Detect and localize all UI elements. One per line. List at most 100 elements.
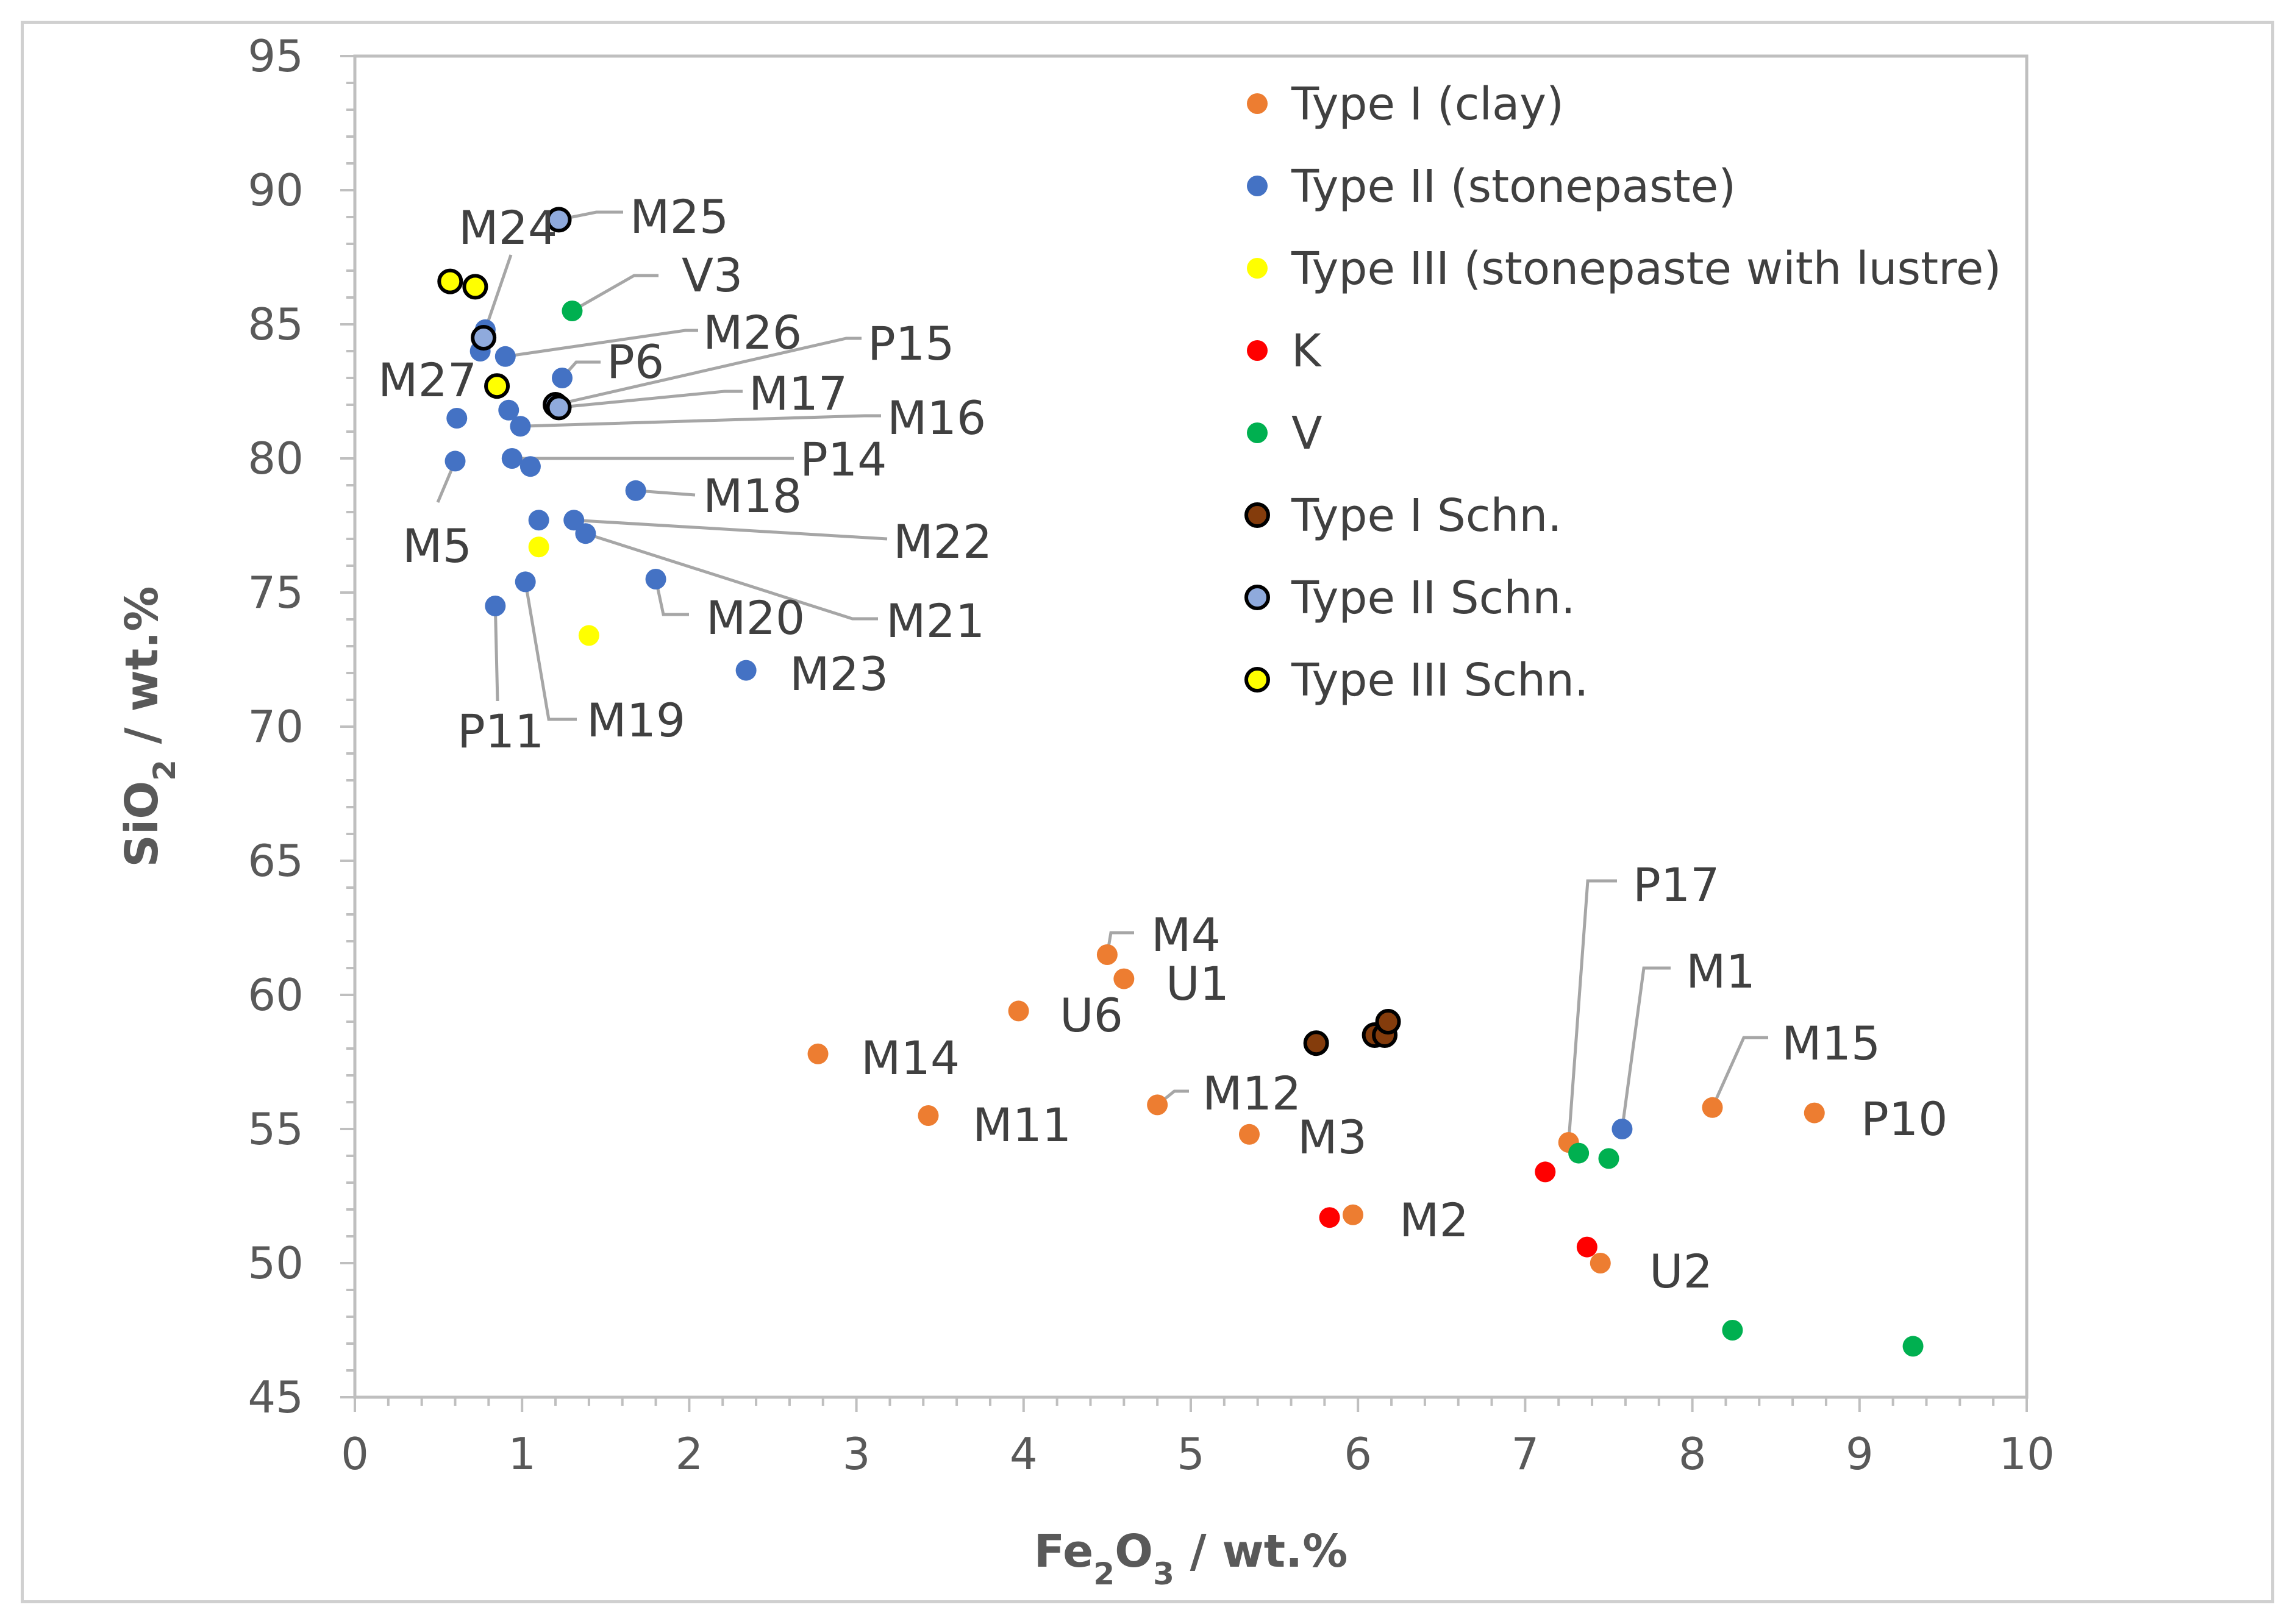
data-point bbox=[1722, 1320, 1743, 1341]
point-label: P15 bbox=[868, 316, 955, 371]
point-label: M4 bbox=[1151, 908, 1221, 962]
legend-marker bbox=[1244, 585, 1270, 610]
legend-entry: Type II (stonepaste) bbox=[1291, 160, 1736, 213]
point-label: P11 bbox=[457, 704, 544, 758]
data-point bbox=[1902, 1336, 1924, 1357]
data-point bbox=[562, 301, 583, 321]
point-label: M24 bbox=[459, 201, 557, 255]
x-tick-label: 7 bbox=[1511, 1428, 1539, 1480]
data-point bbox=[546, 207, 572, 233]
point-label: M23 bbox=[790, 647, 888, 701]
leader-line bbox=[520, 414, 881, 428]
y-tick-label: 50 bbox=[248, 1238, 304, 1289]
data-point bbox=[484, 373, 510, 399]
legend-entry: Type I Schn. bbox=[1291, 490, 1562, 542]
point-label: V3 bbox=[682, 248, 743, 302]
leader-line bbox=[555, 337, 862, 407]
x-tick-label: 4 bbox=[1010, 1428, 1038, 1480]
x-tick-label: 2 bbox=[675, 1428, 703, 1480]
series-4 bbox=[562, 301, 1924, 1357]
data-point bbox=[501, 448, 523, 469]
legend-entry: K bbox=[1291, 325, 1322, 377]
data-point bbox=[494, 346, 516, 367]
series-2 bbox=[528, 536, 599, 646]
legend-entry: V bbox=[1291, 407, 1322, 460]
y-axis-title: SiO2 / wt.% bbox=[116, 586, 182, 867]
point-label: P10 bbox=[1861, 1092, 1948, 1146]
data-point bbox=[563, 510, 585, 531]
data-point bbox=[1590, 1253, 1611, 1273]
data-point bbox=[1598, 1148, 1619, 1169]
x-tick-label: 6 bbox=[1344, 1428, 1372, 1480]
y-tick-label: 70 bbox=[248, 701, 304, 752]
leader-line bbox=[493, 605, 499, 702]
point-label: M1 bbox=[1686, 944, 1755, 999]
data-point bbox=[1319, 1207, 1340, 1228]
data-point bbox=[1576, 1236, 1597, 1258]
data-point bbox=[1702, 1097, 1723, 1118]
data-point bbox=[1147, 1094, 1168, 1116]
y-tick-label: 45 bbox=[248, 1372, 304, 1423]
data-point bbox=[444, 451, 466, 472]
leader-line bbox=[1620, 966, 1671, 1130]
point-label: U2 bbox=[1649, 1244, 1713, 1298]
series-3 bbox=[1319, 1161, 1597, 1258]
leader-line bbox=[585, 532, 878, 621]
y-tick-label: 90 bbox=[248, 165, 304, 216]
x-tick-label: 3 bbox=[843, 1428, 871, 1480]
legend-marker bbox=[1247, 340, 1268, 361]
point-label: M15 bbox=[1782, 1016, 1880, 1070]
data-point bbox=[1113, 968, 1135, 989]
y-tick-label: 60 bbox=[248, 969, 304, 1020]
data-point bbox=[578, 625, 599, 646]
legend-marker bbox=[1244, 667, 1270, 693]
data-point bbox=[462, 274, 488, 300]
series-1 bbox=[444, 319, 1633, 1139]
data-point bbox=[1008, 1000, 1029, 1022]
x-tick-label: 9 bbox=[1846, 1428, 1874, 1480]
point-label: M21 bbox=[886, 594, 985, 648]
x-tick-label: 0 bbox=[341, 1428, 369, 1480]
leader-line bbox=[505, 329, 698, 358]
data-point bbox=[1238, 1124, 1260, 1145]
legend-entry: Type I (clay) bbox=[1291, 78, 1564, 130]
point-label: M11 bbox=[973, 1098, 1071, 1152]
data-point bbox=[1303, 1030, 1329, 1056]
y-tick-label: 85 bbox=[248, 299, 304, 350]
point-label: P17 bbox=[1633, 858, 1720, 912]
legend-marker bbox=[1247, 258, 1268, 279]
data-point bbox=[807, 1043, 829, 1064]
series-0 bbox=[807, 944, 1825, 1273]
data-point bbox=[575, 523, 596, 544]
y-tick-label: 55 bbox=[248, 1103, 304, 1155]
point-label: M22 bbox=[893, 515, 992, 569]
y-tick-label: 65 bbox=[248, 835, 304, 886]
data-point bbox=[485, 596, 506, 616]
series-5 bbox=[1303, 1009, 1401, 1056]
data-point bbox=[546, 394, 572, 421]
legend-entry: Type III (stonepaste with lustre) bbox=[1291, 243, 2001, 295]
point-label: M27 bbox=[378, 353, 477, 407]
point-label: P14 bbox=[800, 432, 887, 486]
point-label: U6 bbox=[1060, 988, 1123, 1042]
data-point bbox=[1804, 1102, 1825, 1124]
data-point bbox=[498, 399, 519, 421]
x-tick-label: 8 bbox=[1679, 1428, 1707, 1480]
data-point bbox=[735, 660, 757, 681]
point-label: M20 bbox=[706, 591, 805, 645]
data-point bbox=[528, 510, 549, 531]
point-label: M26 bbox=[703, 305, 802, 360]
x-tick-label: 1 bbox=[508, 1428, 536, 1480]
point-label: U1 bbox=[1166, 956, 1229, 1011]
point-label: M16 bbox=[887, 391, 986, 445]
leader-line bbox=[1711, 1036, 1768, 1108]
data-point bbox=[515, 571, 536, 593]
data-point bbox=[1342, 1204, 1363, 1225]
series-6 bbox=[471, 207, 572, 421]
legend-entry: Type II Schn. bbox=[1291, 572, 1576, 624]
data-point bbox=[446, 408, 468, 429]
x-tick-label: 5 bbox=[1177, 1428, 1205, 1480]
data-point bbox=[1568, 1142, 1590, 1164]
y-tick-label: 75 bbox=[248, 567, 304, 618]
point-label: P6 bbox=[607, 335, 664, 389]
